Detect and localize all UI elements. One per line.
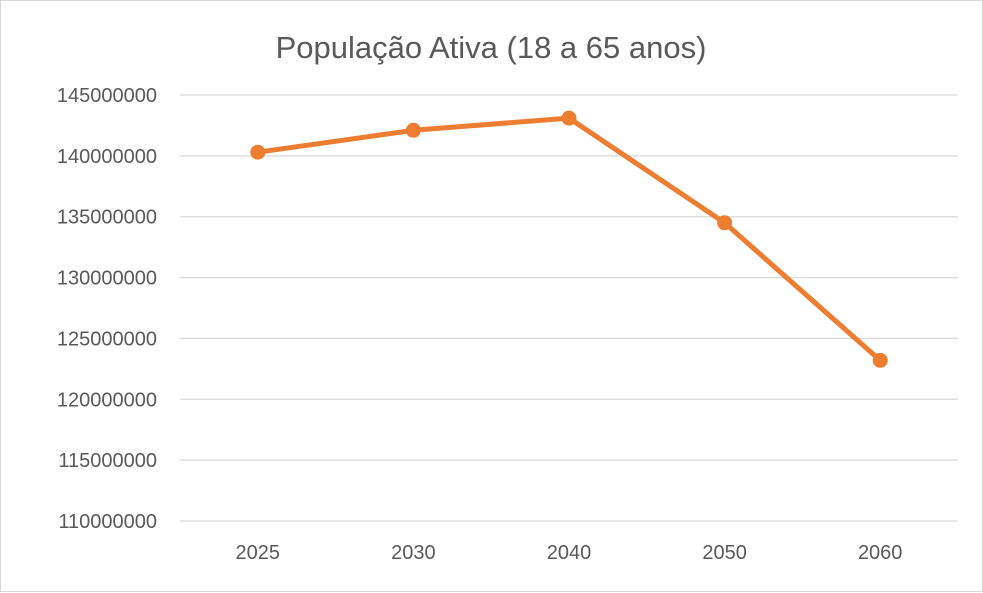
data-point: [872, 352, 888, 368]
y-tick-label: 120000000: [57, 389, 157, 411]
series-layer: [250, 110, 888, 368]
x-tick-label: 2040: [547, 542, 592, 564]
x-tick-label: 2030: [391, 542, 436, 564]
series-line: [255, 115, 883, 363]
y-tick-label: 110000000: [58, 511, 157, 533]
x-tick-label: 2060: [858, 542, 903, 564]
gridlines: [180, 94, 958, 522]
x-tick-label: 2050: [702, 542, 747, 564]
data-point: [405, 122, 421, 138]
y-tick-label: 125000000: [57, 328, 157, 350]
y-tick-label: 140000000: [57, 146, 157, 168]
y-tick-label: 130000000: [57, 268, 157, 290]
y-tick-label: 115000000: [58, 450, 157, 472]
y-tick-label: 135000000: [57, 207, 157, 229]
data-point: [250, 144, 266, 160]
x-tick-label: 2025: [236, 542, 281, 564]
y-tick-label: 145000000: [57, 85, 157, 107]
data-point: [717, 215, 733, 231]
chart-title: População Ativa (18 a 65 anos): [276, 30, 707, 65]
x-axis-tick-labels: 2025 2030 2040 2050 2060: [236, 542, 903, 564]
data-point: [561, 110, 577, 126]
y-axis-tick-labels: 110000000 115000000 120000000 125000000 1300…: [57, 85, 157, 533]
